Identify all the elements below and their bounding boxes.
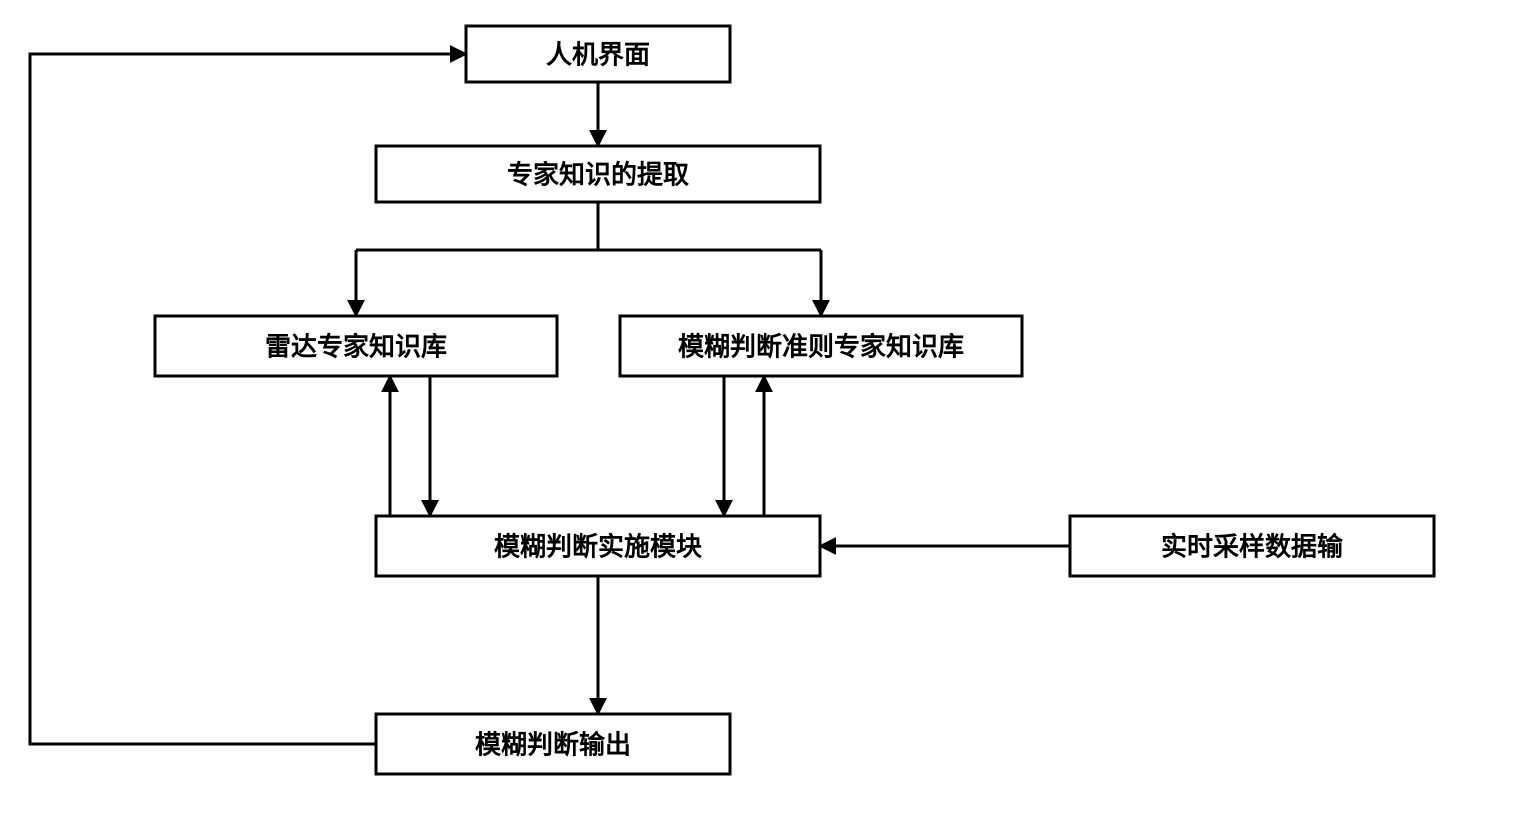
node-fuzzyKB: 模糊判断准则专家知识库 (620, 316, 1022, 376)
node-radarKB-label: 雷达专家知识库 (265, 332, 447, 362)
node-output: 模糊判断输出 (376, 714, 730, 774)
node-extract: 专家知识的提取 (376, 146, 820, 202)
node-extract-label: 专家知识的提取 (507, 160, 689, 190)
node-fuzzyKB-label: 模糊判断准则专家知识库 (678, 332, 964, 362)
node-hmi: 人机界面 (466, 26, 730, 82)
node-sample-label: 实时采样数据输 (1161, 532, 1344, 562)
node-output-label: 模糊判断输出 (475, 730, 631, 760)
node-impl-label: 模糊判断实施模块 (494, 532, 702, 562)
flowchart-canvas: 人机界面专家知识的提取雷达专家知识库 模糊判断准则专家知识库模糊判断实施模块 实时采… (0, 0, 1530, 819)
node-hmi-label: 人机界面 (546, 41, 650, 70)
node-impl: 模糊判断实施模块 (376, 516, 820, 576)
node-radarKB: 雷达专家知识库 (155, 316, 557, 376)
node-sample: 实时采样数据输 (1070, 516, 1434, 576)
